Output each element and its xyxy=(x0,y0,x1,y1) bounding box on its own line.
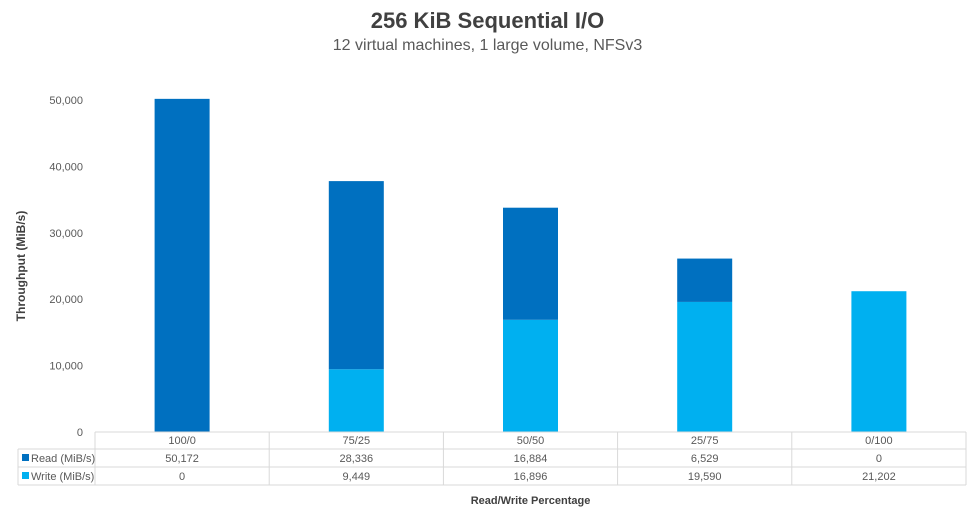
y-tick-label: 50,000 xyxy=(49,95,83,107)
bar-write xyxy=(328,369,384,432)
legend-label: Write (MiB/s) xyxy=(31,471,94,483)
category-label: 50/50 xyxy=(517,435,545,447)
chart-title: 256 KiB Sequential I/O xyxy=(370,8,605,33)
table-value: 9,449 xyxy=(343,471,371,483)
bar-read xyxy=(154,98,210,433)
table-value: 16,884 xyxy=(514,453,548,465)
bar-read xyxy=(503,207,558,320)
table-value: 6,529 xyxy=(691,453,719,465)
bar-read xyxy=(328,181,384,370)
y-axis-label: Throughput (MiB/s) xyxy=(14,211,28,322)
legend-key xyxy=(22,454,29,461)
category-label: 25/75 xyxy=(691,435,719,447)
y-tick-label: 0 xyxy=(77,427,83,439)
y-tick-label: 10,000 xyxy=(49,361,83,373)
legend-key xyxy=(22,472,29,479)
category-label: 0/100 xyxy=(865,435,893,447)
y-tick-label: 40,000 xyxy=(49,161,83,173)
bar-write xyxy=(851,291,907,432)
bar-write xyxy=(503,319,558,432)
y-tick-label: 20,000 xyxy=(49,294,83,306)
table-value: 50,172 xyxy=(165,453,199,465)
table-value: 0 xyxy=(179,471,185,483)
category-label: 75/25 xyxy=(343,435,371,447)
table-value: 19,590 xyxy=(688,471,722,483)
category-label: 100/0 xyxy=(168,435,196,447)
table-value: 28,336 xyxy=(339,453,373,465)
y-tick-label: 30,000 xyxy=(49,228,83,240)
table-value: 0 xyxy=(876,453,882,465)
bar-read xyxy=(677,258,733,302)
table-value: 21,202 xyxy=(862,471,896,483)
legend-label: Read (MiB/s) xyxy=(31,453,95,465)
bar-write xyxy=(677,301,733,432)
chart-subtitle: 12 virtual machines, 1 large volume, NFS… xyxy=(332,37,643,54)
x-axis-label: Read/Write Percentage xyxy=(471,495,591,507)
table-value: 16,896 xyxy=(514,471,548,483)
